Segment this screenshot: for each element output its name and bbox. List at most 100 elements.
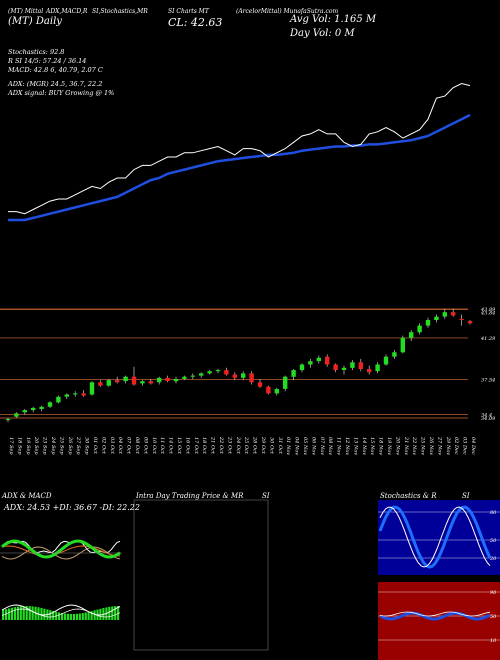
macd-bar	[28, 606, 31, 620]
macd-bar	[90, 611, 93, 620]
candle-body	[157, 377, 162, 383]
stochastics-level-label: 50	[490, 538, 497, 544]
date-tick-label: 19 Nov	[386, 437, 392, 455]
header-close-price: CL: 42.63	[168, 16, 223, 29]
macd-bar	[43, 608, 46, 620]
candle-body	[459, 318, 464, 320]
macd-bar	[49, 610, 52, 620]
rsi-level-label: 50	[490, 614, 497, 620]
intraday-panel-title: Intra Day Trading Price & MR	[136, 492, 244, 500]
candle-body	[115, 380, 120, 383]
stochastics-k-line	[378, 505, 492, 569]
date-tick-label: 27 Nov	[436, 436, 442, 455]
stochastics-readout: Stochastics: 92.8	[8, 48, 65, 56]
date-tick-label: 15 Oct	[176, 437, 182, 455]
header-item-5: (ArcelorMittal) MunafaSutra.com	[236, 8, 339, 15]
date-tick-label: 01 Oct	[92, 437, 98, 455]
date-tick-label: 07 Oct	[126, 437, 132, 455]
avg-volume: Avg Vol: 1.165 M	[290, 14, 377, 25]
macd-bar	[102, 608, 105, 620]
intraday-panel	[133, 499, 269, 651]
adx-signal-readout: ADX signal: BUY Growing @ 1%	[8, 89, 115, 97]
candle-body	[215, 370, 221, 372]
macd-line	[1, 604, 121, 616]
macd-bar	[108, 606, 111, 620]
candle-body	[341, 367, 347, 370]
candle-body	[299, 364, 305, 371]
candle-body	[131, 376, 137, 385]
date-tick-label: 24 Sep	[50, 436, 56, 455]
header-ticker: (MT) Daily	[8, 16, 62, 27]
adx-values: ADX: 24.53 +DI: 36.67 -DI: 22.22	[4, 503, 140, 512]
date-tick-label: 07 Nov	[319, 437, 325, 455]
candle-body	[375, 364, 380, 372]
candle-body	[89, 382, 95, 395]
candle-body	[148, 381, 153, 384]
macd-bar	[93, 610, 96, 620]
rsi-line	[379, 611, 491, 621]
candle-body	[241, 373, 246, 378]
date-tick-label: 18 Sep	[16, 437, 22, 455]
stoch-panel-suffix: SI	[462, 492, 470, 500]
macd-bar	[10, 607, 13, 620]
macd-bar	[114, 606, 117, 620]
macd-bar	[66, 613, 70, 620]
date-tick-label: 01 Nov	[285, 437, 291, 455]
header-item-4: SI Charts MT	[168, 8, 209, 15]
date-tick-label: 17 Sep	[8, 437, 14, 455]
date-tick-label: 26 Nov	[428, 436, 434, 455]
macd-readout: MACD: 42.8 6, 40.79, 2.07 C	[8, 66, 103, 74]
date-tick-label: 04 Oct	[117, 437, 123, 455]
candle-body	[14, 413, 19, 417]
date-tick-label: 09 Oct	[142, 437, 148, 455]
candle-body	[266, 386, 271, 394]
macd-bar	[64, 613, 67, 620]
date-tick-label: 02 Oct	[100, 437, 106, 455]
candle-body	[98, 382, 103, 386]
candle-body	[274, 389, 279, 394]
price-line	[8, 82, 471, 215]
candle-body	[173, 379, 179, 382]
header-item-3: SI,Stochastics,MR	[92, 8, 148, 15]
candle-body	[325, 356, 330, 365]
macd-bar	[58, 612, 61, 620]
macd-bar	[55, 611, 58, 620]
price-level-label: 43.89	[480, 307, 496, 313]
stochastics-level-label: 80	[490, 510, 497, 516]
date-tick-label: 23 Oct	[226, 436, 232, 455]
macd-bar	[40, 607, 43, 620]
date-tick-label: 19 Sep	[25, 437, 31, 455]
candle-body	[350, 362, 355, 368]
candle-body	[417, 325, 422, 333]
candle-body	[22, 410, 27, 413]
date-tick-label: 31 Oct	[277, 437, 283, 455]
candle-body	[333, 364, 338, 371]
date-tick-label: 06 Nov	[310, 437, 316, 455]
date-tick-label: 25 Oct	[243, 436, 249, 455]
adx-strength-line	[1, 539, 121, 559]
date-tick-label: 16 Oct	[184, 437, 190, 455]
macd-bar	[7, 608, 11, 620]
candle-body	[47, 402, 53, 407]
macd-bar	[25, 606, 28, 620]
date-tick-label: 13 Nov	[352, 437, 358, 455]
rsi-level-label: 10	[490, 638, 497, 644]
price-level-label: 41.29	[480, 336, 496, 342]
macd-bar	[5, 609, 8, 620]
candle-body	[358, 362, 363, 369]
mrsi-line	[379, 611, 491, 617]
plus-di-line	[1, 540, 121, 554]
candle-body	[39, 406, 44, 409]
rsi-readout: R SI 14/5: 57.24 / 36.14	[8, 57, 87, 65]
date-tick-label: 29 Oct	[260, 436, 266, 455]
date-tick-label: 20 Nov	[394, 436, 400, 455]
macd-bar	[84, 612, 87, 620]
candle-body	[409, 332, 414, 338]
candle-body	[140, 381, 145, 384]
price-level-label: 34.09	[481, 416, 496, 422]
candle-body	[81, 393, 86, 396]
candle-body	[64, 394, 69, 397]
date-tick-label: 25 Nov	[420, 436, 426, 455]
candle-body	[123, 376, 128, 382]
